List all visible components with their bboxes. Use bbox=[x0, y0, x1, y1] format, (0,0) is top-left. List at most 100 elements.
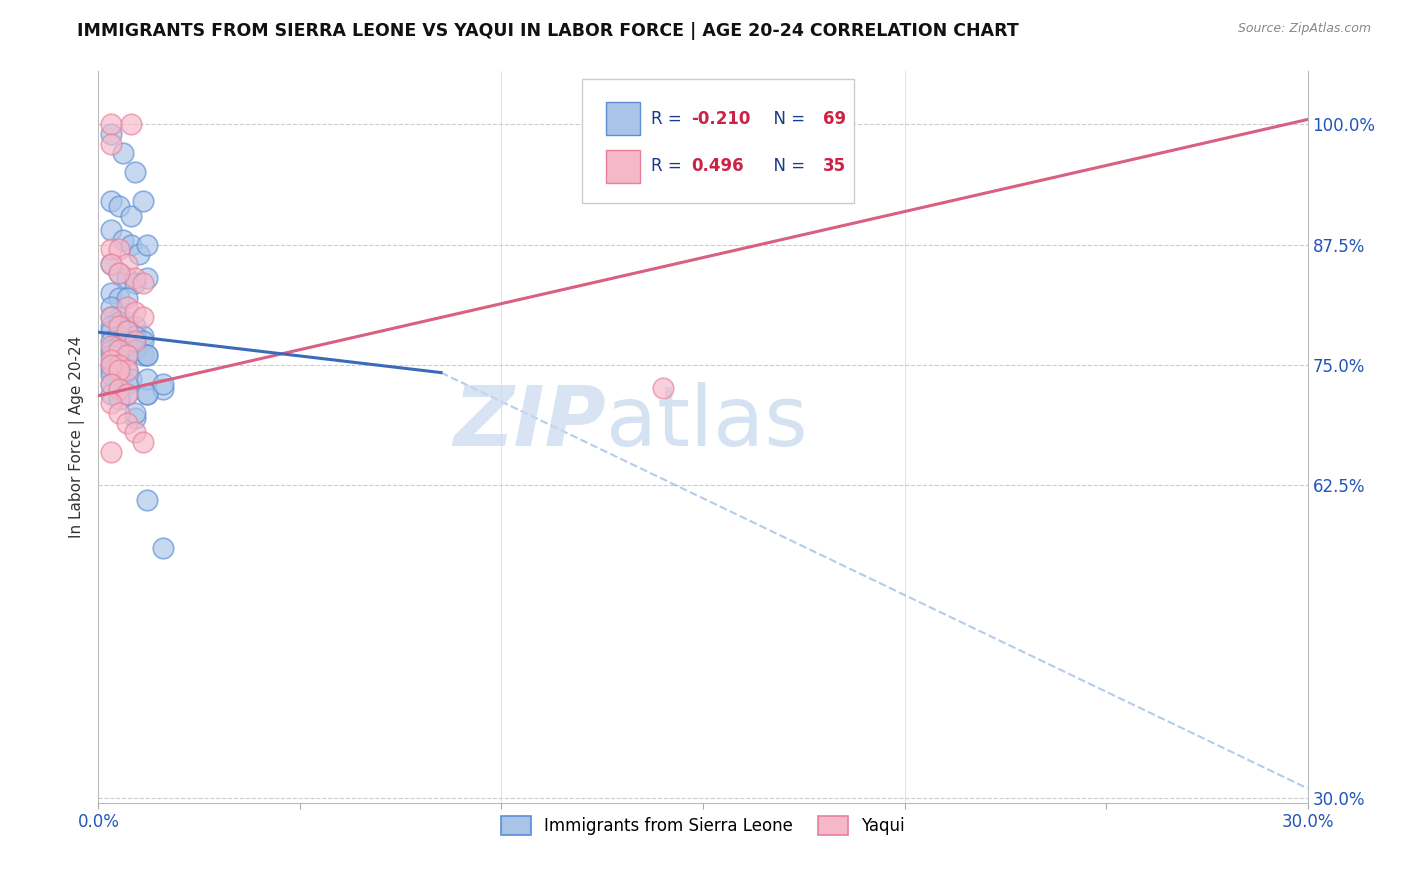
Point bbox=[100, 343, 122, 358]
Point bbox=[100, 362, 122, 376]
Point bbox=[100, 257, 122, 271]
Point bbox=[115, 271, 138, 285]
Point bbox=[115, 416, 138, 430]
Point bbox=[135, 386, 157, 401]
Point bbox=[120, 372, 142, 386]
Text: Source: ZipAtlas.com: Source: ZipAtlas.com bbox=[1237, 22, 1371, 36]
Point bbox=[100, 368, 122, 382]
Point bbox=[107, 343, 129, 358]
Point bbox=[107, 358, 129, 372]
Point bbox=[100, 243, 122, 257]
Point bbox=[124, 305, 146, 319]
Point bbox=[100, 444, 122, 458]
Point bbox=[107, 372, 129, 386]
Point bbox=[115, 348, 138, 362]
Point bbox=[132, 434, 155, 449]
Point bbox=[135, 372, 157, 386]
Point bbox=[135, 492, 157, 507]
Point bbox=[120, 209, 142, 223]
Text: ZIP: ZIP bbox=[454, 382, 606, 463]
Point bbox=[124, 338, 146, 352]
Point bbox=[152, 541, 174, 555]
Point bbox=[132, 194, 155, 209]
Point bbox=[132, 348, 155, 362]
Point bbox=[152, 382, 174, 396]
Point bbox=[100, 285, 122, 300]
Point bbox=[135, 348, 157, 362]
Point bbox=[111, 233, 134, 247]
Text: atlas: atlas bbox=[606, 382, 808, 463]
Point bbox=[115, 257, 138, 271]
FancyBboxPatch shape bbox=[606, 102, 640, 135]
Point bbox=[100, 396, 122, 410]
Point bbox=[115, 386, 138, 401]
Point bbox=[107, 329, 129, 343]
Point bbox=[100, 386, 122, 401]
Point bbox=[100, 310, 122, 324]
Point bbox=[100, 127, 122, 141]
Point bbox=[100, 310, 122, 324]
Text: N =: N = bbox=[763, 158, 811, 176]
Point bbox=[100, 377, 122, 392]
Point bbox=[100, 338, 122, 352]
Point bbox=[132, 329, 155, 343]
Legend: Immigrants from Sierra Leone, Yaqui: Immigrants from Sierra Leone, Yaqui bbox=[495, 809, 911, 842]
Text: R =: R = bbox=[651, 158, 688, 176]
Text: 35: 35 bbox=[823, 158, 846, 176]
FancyBboxPatch shape bbox=[582, 78, 855, 203]
Point bbox=[115, 338, 138, 352]
Text: 0.496: 0.496 bbox=[690, 158, 744, 176]
Point bbox=[107, 267, 129, 281]
Point bbox=[100, 117, 122, 131]
Point bbox=[100, 300, 122, 314]
Point bbox=[107, 338, 129, 352]
Point bbox=[115, 324, 138, 338]
Point bbox=[107, 358, 129, 372]
Point bbox=[115, 362, 138, 376]
Point bbox=[120, 237, 142, 252]
Point bbox=[115, 377, 138, 392]
Point bbox=[107, 315, 129, 329]
Point bbox=[100, 136, 122, 151]
Point bbox=[124, 410, 146, 425]
Point bbox=[115, 386, 138, 401]
Point bbox=[100, 377, 122, 392]
Point bbox=[135, 386, 157, 401]
Point bbox=[107, 368, 129, 382]
Text: 69: 69 bbox=[823, 110, 846, 128]
Point bbox=[100, 194, 122, 209]
Point bbox=[115, 334, 138, 348]
Point bbox=[100, 319, 122, 334]
Point bbox=[107, 319, 129, 334]
Y-axis label: In Labor Force | Age 20-24: In Labor Force | Age 20-24 bbox=[69, 336, 86, 538]
Point bbox=[124, 343, 146, 358]
Point bbox=[115, 291, 138, 305]
Point bbox=[120, 117, 142, 131]
Point bbox=[115, 324, 138, 338]
Point bbox=[135, 348, 157, 362]
Point bbox=[107, 353, 129, 368]
Point bbox=[132, 276, 155, 290]
Point bbox=[115, 362, 138, 376]
Point bbox=[124, 165, 146, 179]
Text: IMMIGRANTS FROM SIERRA LEONE VS YAQUI IN LABOR FORCE | AGE 20-24 CORRELATION CHA: IMMIGRANTS FROM SIERRA LEONE VS YAQUI IN… bbox=[77, 22, 1019, 40]
Point bbox=[124, 276, 146, 290]
Point bbox=[135, 237, 157, 252]
Point bbox=[124, 329, 146, 343]
Point bbox=[100, 358, 122, 372]
Point bbox=[124, 425, 146, 440]
Point bbox=[107, 199, 129, 213]
Point bbox=[107, 406, 129, 420]
Text: N =: N = bbox=[763, 110, 811, 128]
FancyBboxPatch shape bbox=[606, 150, 640, 183]
Point bbox=[132, 310, 155, 324]
Point bbox=[651, 381, 673, 395]
Point bbox=[115, 315, 138, 329]
Point bbox=[107, 310, 129, 324]
Point bbox=[100, 358, 122, 372]
Point bbox=[107, 392, 129, 406]
Point bbox=[100, 348, 122, 362]
Point bbox=[111, 146, 134, 161]
Point bbox=[124, 319, 146, 334]
Point bbox=[132, 334, 155, 348]
